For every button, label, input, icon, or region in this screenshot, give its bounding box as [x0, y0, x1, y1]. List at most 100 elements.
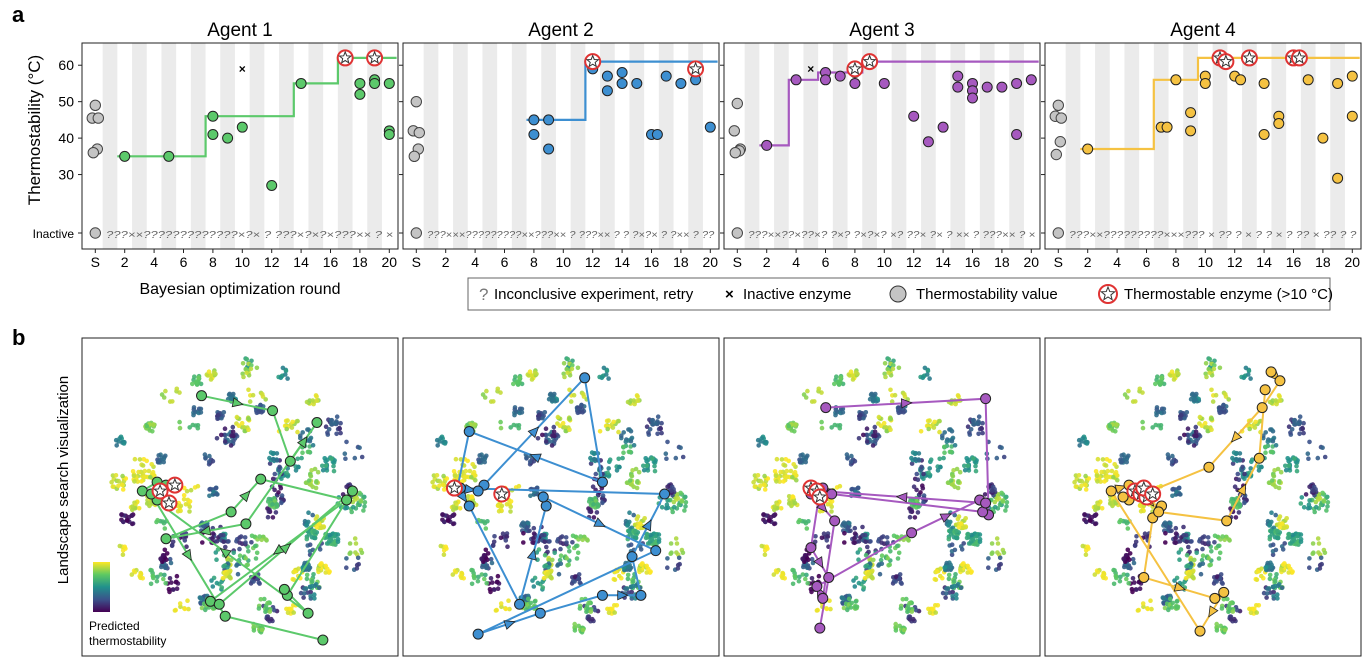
landscape-dot	[1214, 628, 1220, 633]
landscape-dot	[141, 474, 147, 480]
landscape-dot	[550, 397, 556, 402]
path-arrow-marker	[617, 590, 629, 601]
landscape-dot	[460, 479, 465, 484]
landscape-dot	[162, 526, 168, 531]
landscape-dot	[954, 528, 959, 534]
landscape-dot	[1266, 586, 1272, 591]
agent-title: Agent 1	[207, 20, 273, 41]
y-tick-label: 50	[58, 94, 74, 110]
landscape-dot	[1173, 535, 1178, 541]
landscape-dot	[764, 544, 769, 550]
landscape-dot	[751, 479, 756, 485]
landscape-dot	[626, 529, 632, 534]
landscape-dot	[1276, 393, 1282, 398]
landscape-dot	[535, 580, 541, 586]
landscape-dot	[944, 560, 949, 566]
landscape-dot	[762, 548, 768, 553]
landscape-dot	[877, 571, 883, 577]
landscape-panel-4	[1044, 337, 1362, 657]
x-tick-label: 16	[965, 254, 981, 270]
landscape-dot	[656, 539, 662, 545]
landscape-dot	[862, 575, 868, 581]
landscape-dot	[174, 573, 180, 579]
landscape-dot	[876, 414, 882, 420]
landscape-dot	[1176, 485, 1182, 491]
x-tick-label: 14	[1256, 254, 1272, 270]
landscape-dot	[163, 565, 168, 570]
landscape-dot	[174, 386, 180, 392]
best-so-far-line	[526, 60, 718, 122]
landscape-dot	[535, 436, 541, 441]
landscape-dot	[284, 606, 289, 612]
landscape-dot	[563, 535, 569, 540]
landscape-dot	[887, 562, 892, 567]
colorbar-label-2: thermostability	[89, 634, 166, 648]
path-arrow-marker	[219, 548, 232, 559]
landscape-dot	[492, 534, 497, 539]
landscape-dot	[438, 436, 444, 441]
seed-point	[408, 150, 420, 163]
sampled-point	[160, 533, 172, 545]
landscape-dot	[1113, 429, 1118, 434]
landscape-dot	[780, 575, 785, 581]
landscape-dot	[191, 412, 196, 418]
landscape-dot	[1122, 392, 1128, 397]
landscape-dot	[612, 577, 618, 582]
landscape-dot	[671, 499, 677, 505]
landscape-dot	[1301, 505, 1307, 510]
landscape-dot	[208, 373, 214, 379]
landscape-dot	[511, 381, 516, 387]
landscape-dot	[124, 518, 130, 523]
landscape-dot	[644, 424, 650, 430]
legend-symbol-question: ?	[479, 285, 488, 304]
landscape-dot	[643, 535, 649, 541]
landscape-dot	[762, 552, 768, 557]
landscape-dot	[806, 519, 811, 524]
sampled-point	[579, 372, 591, 384]
landscape-dot	[1297, 414, 1303, 420]
landscape-dot	[263, 397, 269, 402]
landscape-dot	[1170, 600, 1175, 606]
landscape-dot	[224, 571, 229, 577]
landscape-dot	[230, 424, 236, 430]
landscape-dot	[1307, 484, 1312, 490]
landscape-dot	[516, 423, 522, 428]
landscape-dot	[1316, 550, 1321, 555]
landscape-dot	[566, 562, 571, 567]
landscape-dot	[963, 516, 968, 521]
landscape-dot	[879, 561, 885, 566]
landscape-dot	[937, 418, 942, 424]
landscape-dot	[805, 388, 810, 394]
landscape-dot	[490, 580, 495, 585]
landscape-dot	[1004, 504, 1009, 509]
path-arrow-marker	[199, 525, 212, 536]
landscape-dot	[1248, 376, 1253, 381]
landscape-dot	[229, 557, 234, 563]
seed-point	[1050, 148, 1063, 161]
landscape-dot	[912, 515, 918, 520]
landscape-dot	[922, 365, 928, 371]
landscape-dot	[540, 585, 546, 590]
sampled-point	[906, 527, 918, 539]
landscape-dot	[872, 424, 878, 430]
x-tick-label: 4	[471, 254, 479, 270]
landscape-dot	[837, 483, 843, 489]
landscape-dot	[631, 398, 637, 403]
landscape-dot	[868, 539, 873, 544]
landscape-dot	[564, 540, 569, 545]
landscape-dot	[612, 603, 617, 608]
landscape-dot	[148, 581, 154, 587]
landscape-dot	[1101, 575, 1106, 581]
landscape-dot	[167, 556, 173, 562]
landscape-dot	[796, 519, 801, 525]
agent-panel-3: Agent 3S 2 4 6 8 10 12 14 16 18 20???××??×??×? ?×?…	[720, 20, 1041, 270]
landscape-dot	[1270, 552, 1276, 558]
landscape-dot	[149, 462, 154, 467]
landscape-dot	[1118, 574, 1123, 580]
landscape-dot	[138, 575, 143, 581]
landscape-dot	[506, 598, 511, 603]
landscape-dot	[1185, 439, 1191, 444]
landscape-dot	[241, 425, 247, 430]
landscape-dot	[600, 493, 606, 498]
landscape-dot	[872, 429, 878, 435]
